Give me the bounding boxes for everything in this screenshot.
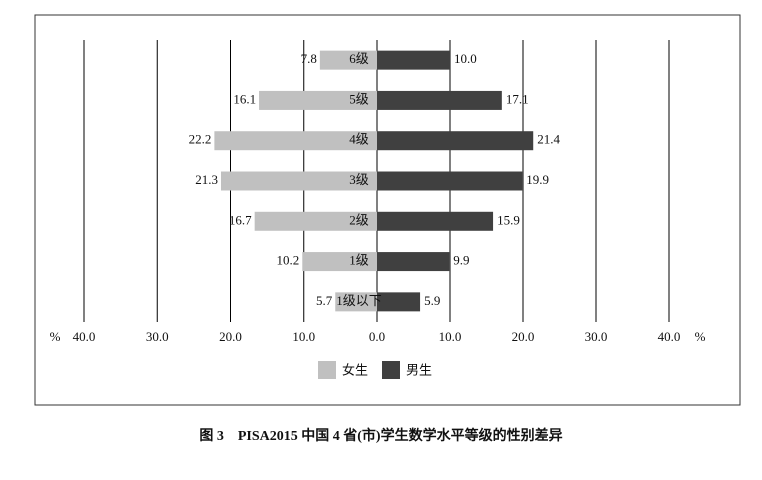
data-label: 5.7 bbox=[316, 293, 333, 308]
data-label: 5.9 bbox=[424, 293, 440, 308]
bar bbox=[259, 90, 377, 110]
category-label: 1级 bbox=[349, 253, 369, 268]
data-label: 21.4 bbox=[537, 132, 560, 147]
x-tick-label: 20.0 bbox=[219, 329, 242, 344]
x-tick-label: 20.0 bbox=[512, 329, 535, 344]
category-label: 1级以下 bbox=[336, 293, 382, 308]
category-label: 5级 bbox=[349, 91, 369, 106]
bar bbox=[377, 171, 523, 191]
bar bbox=[319, 50, 377, 70]
data-label: 9.9 bbox=[453, 253, 469, 268]
data-label: 10.2 bbox=[277, 253, 300, 268]
x-unit: % bbox=[695, 329, 706, 344]
x-tick-label: 30.0 bbox=[585, 329, 608, 344]
x-tick-label: 40.0 bbox=[73, 329, 96, 344]
bar bbox=[377, 211, 494, 231]
x-unit: % bbox=[50, 329, 61, 344]
x-tick-label: 40.0 bbox=[658, 329, 681, 344]
data-label: 16.7 bbox=[229, 212, 252, 227]
data-label: 16.1 bbox=[233, 91, 256, 106]
chart-frame bbox=[34, 14, 741, 406]
bar bbox=[214, 131, 377, 151]
bar bbox=[254, 211, 377, 231]
bar bbox=[377, 292, 421, 312]
data-label: 15.9 bbox=[497, 212, 520, 227]
category-label: 3级 bbox=[349, 172, 369, 187]
x-tick-label: 10.0 bbox=[439, 329, 462, 344]
chart-caption: 图 3 PISA2015 中国 4 省(市)学生数学水平等级的性别差异 bbox=[199, 427, 562, 444]
x-tick-label: 0.0 bbox=[369, 329, 385, 344]
category-label: 4级 bbox=[349, 132, 369, 147]
bar bbox=[220, 171, 377, 191]
data-label: 19.9 bbox=[526, 172, 549, 187]
data-label: 21.3 bbox=[195, 172, 218, 187]
category-label: 2级 bbox=[349, 212, 369, 227]
legend-swatch bbox=[318, 361, 336, 379]
bar bbox=[335, 292, 377, 312]
data-label: 22.2 bbox=[189, 132, 212, 147]
data-label: 10.0 bbox=[454, 51, 477, 66]
data-label: 7.8 bbox=[301, 51, 317, 66]
legend-label: 女生 bbox=[342, 363, 368, 379]
bar bbox=[377, 50, 450, 70]
bar bbox=[377, 90, 502, 110]
category-label: 6级 bbox=[349, 51, 369, 66]
x-tick-label: 30.0 bbox=[146, 329, 169, 344]
bar bbox=[377, 252, 450, 272]
legend-swatch bbox=[382, 361, 400, 379]
bar bbox=[377, 131, 534, 151]
legend-label: 男生 bbox=[406, 364, 432, 379]
x-tick-label: 10.0 bbox=[292, 329, 315, 344]
data-label: 17.1 bbox=[506, 91, 529, 106]
bar bbox=[302, 252, 377, 272]
